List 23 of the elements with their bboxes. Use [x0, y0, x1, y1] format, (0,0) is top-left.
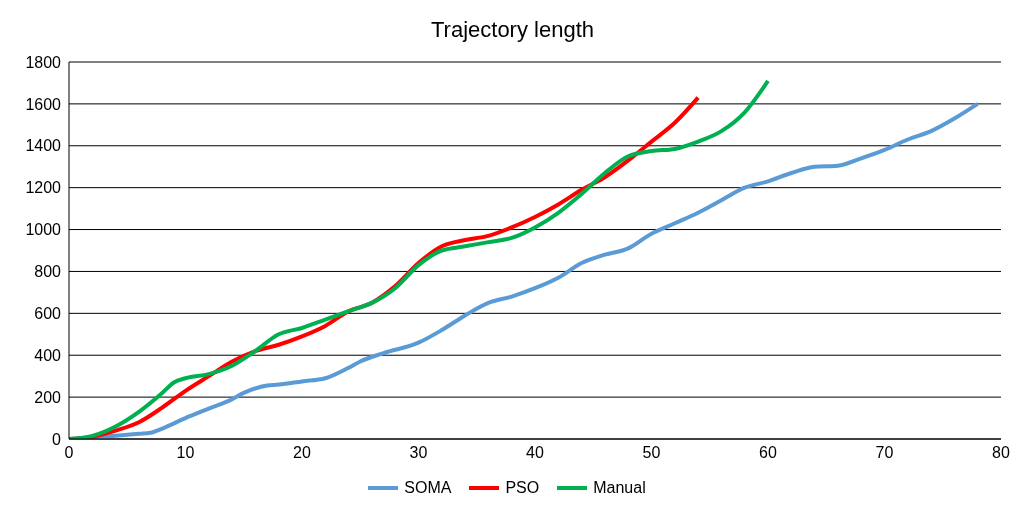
x-tick-label: 40: [526, 444, 544, 462]
y-tick-label: 1800: [25, 53, 62, 71]
y-tick-label: 200: [34, 388, 62, 406]
y-tick-label: 1000: [25, 221, 62, 239]
legend-label: SOMA: [404, 479, 452, 497]
x-tick-label: 70: [875, 444, 894, 462]
legend-label: PSO: [505, 479, 540, 497]
x-tick-label: 60: [759, 444, 777, 462]
x-tick-label: 80: [992, 444, 1010, 462]
y-tick-label: 400: [34, 346, 62, 364]
x-tick-label: 10: [176, 444, 195, 462]
y-tick-label: 0: [52, 430, 62, 448]
chart-title: Trajectory length: [429, 16, 595, 44]
x-tick-label: 30: [409, 444, 428, 462]
y-tick-label: 800: [34, 263, 62, 281]
x-tick-label: 0: [64, 444, 74, 462]
y-tick-label: 1200: [25, 179, 62, 197]
y-tick-label: 600: [34, 305, 62, 323]
legend-label: Manual: [593, 479, 646, 497]
x-tick-label: 20: [293, 444, 311, 462]
x-tick-label: 50: [642, 444, 661, 462]
y-tick-label: 1400: [25, 137, 62, 155]
y-tick-label: 1600: [25, 95, 62, 113]
